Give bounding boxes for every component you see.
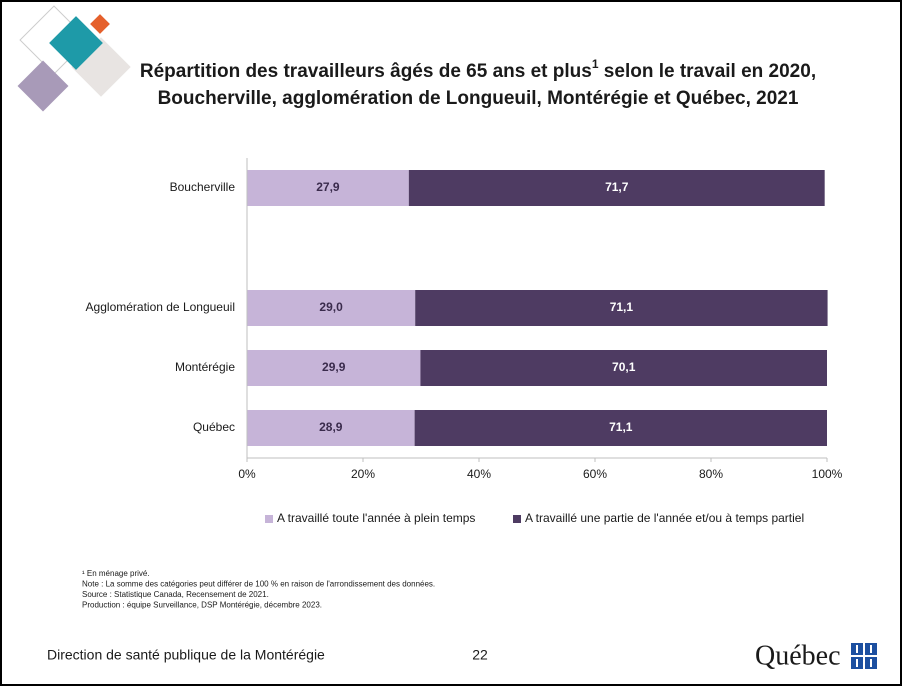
data-label: 71,1: [609, 420, 633, 434]
note: ¹ En ménage privé.: [82, 569, 150, 578]
notes: ¹ En ménage privé. Note : La somme des ca…: [82, 569, 435, 610]
title-text: Répartition des travailleurs âgés de 65 …: [140, 61, 592, 82]
bar-segment: [247, 170, 409, 206]
chart-title: Répartition des travailleurs âgés de 65 …: [140, 57, 816, 82]
x-tick-label: 20%: [351, 467, 375, 481]
legend-swatch: [265, 515, 273, 523]
bar-segment: [247, 350, 421, 386]
plot: 0% 20% 40% 60% 80% 100% Boucherville 27,9 71,7 Ag…: [86, 158, 843, 525]
data-label: 70,1: [612, 360, 636, 374]
title-superscript: 1: [592, 57, 599, 71]
data-label: 27,9: [316, 180, 340, 194]
chart-title: Boucherville, agglomération de Longueuil…: [158, 88, 799, 109]
bar-segment: [414, 410, 827, 446]
y-tick-label: Agglomération de Longueuil: [86, 300, 235, 314]
bar-segment: [420, 350, 827, 386]
note: Note : La somme des catégories peut diff…: [82, 580, 435, 589]
data-label: 29,9: [322, 360, 346, 374]
page-number: 22: [472, 647, 488, 663]
data-label: 29,0: [319, 300, 343, 314]
data-label: 71,1: [610, 300, 634, 314]
legend-swatch: [513, 515, 521, 523]
x-tick-label: 100%: [812, 467, 843, 481]
x-tick-label: 0%: [238, 467, 256, 481]
y-tick-label: Boucherville: [170, 180, 236, 194]
x-tick-label: 80%: [699, 467, 723, 481]
y-tick-label: Montérégie: [175, 360, 235, 374]
data-label: 71,7: [605, 180, 629, 194]
note: Source : Statistique Canada, Recensement…: [82, 590, 269, 599]
footer-organization: Direction de santé publique de la Montér…: [47, 647, 325, 663]
bar-segment: [247, 410, 415, 446]
legend-label: A travaillé une partie de l'année et/ou …: [525, 511, 804, 525]
logo: Québec: [755, 640, 877, 671]
data-label: 28,9: [319, 420, 343, 434]
bar-segment: [408, 170, 825, 206]
note: Production : équipe Surveillance, DSP Mo…: [82, 601, 322, 610]
x-tick-label: 60%: [583, 467, 607, 481]
bar-segment: [415, 290, 828, 326]
logo-text: Québec: [755, 640, 841, 671]
legend-label: A travaillé toute l'année à plein temps: [277, 511, 475, 525]
y-tick-label: Québec: [193, 420, 235, 434]
x-tick-label: 40%: [467, 467, 491, 481]
decoration: [17, 5, 131, 112]
title-text: selon le travail en 2020,: [599, 61, 817, 82]
bar-segment: [247, 290, 416, 326]
